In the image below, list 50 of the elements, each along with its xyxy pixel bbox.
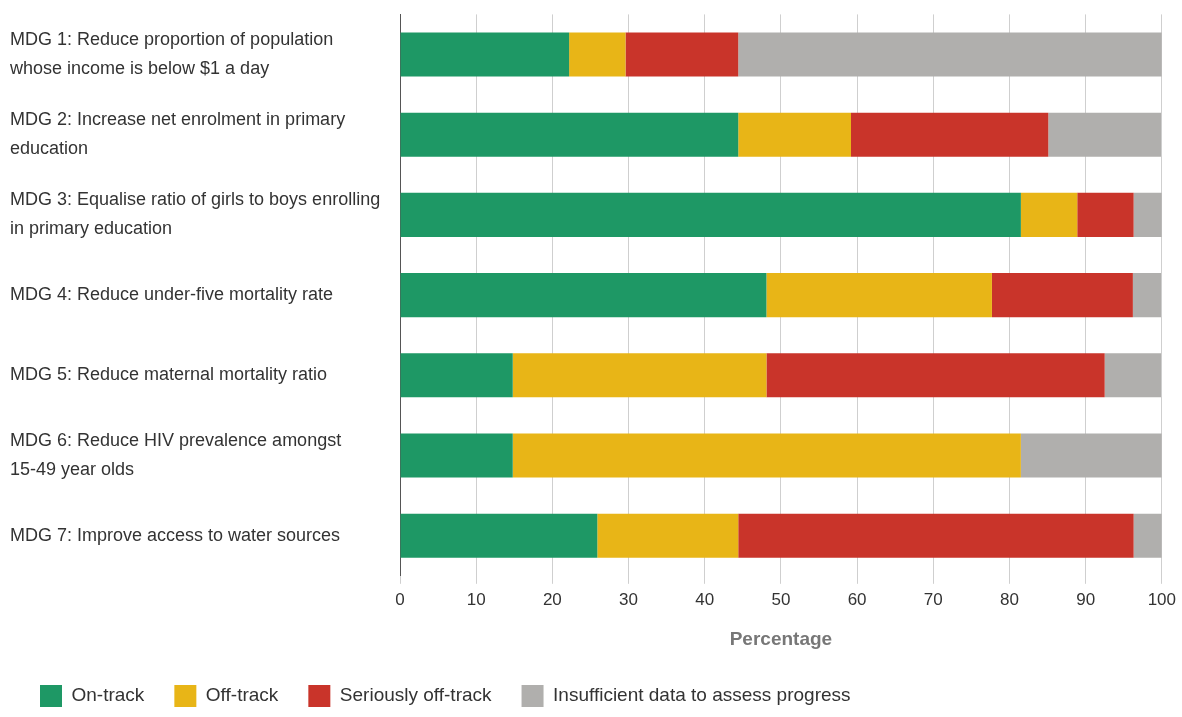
bar — [1133, 192, 1162, 237]
y-tick-label: MDG 4: Reduce under-five mortality rate — [10, 284, 334, 305]
bar — [512, 433, 1021, 478]
bar — [1132, 273, 1162, 318]
legend-label: Seriously off-track — [339, 684, 493, 706]
bar — [512, 353, 767, 398]
bar — [400, 513, 598, 558]
y-tick-label: MDG 2: Increase net enrolment in primary education — [10, 109, 346, 159]
y-tick-label: MDG 5: Reduce maternal mortality ratio — [10, 364, 328, 385]
bar — [1133, 513, 1162, 558]
x-axis-title: Percentage — [729, 627, 833, 649]
bar — [1020, 192, 1078, 237]
x-tick-label: 80 — [999, 589, 1019, 609]
y-tick-label: MDG 6: Reduce HIV prevalence amongst 15-49 year olds — [10, 430, 342, 479]
x-tick-label: 30 — [619, 589, 639, 609]
x-tick-label: 10 — [466, 589, 486, 609]
bar — [400, 112, 739, 157]
bar — [991, 273, 1133, 318]
legend-label: Insufficient data to assess progress — [553, 684, 851, 706]
bar — [766, 273, 992, 318]
bar — [400, 353, 513, 398]
x-tick-label: 90 — [1076, 589, 1096, 609]
x-tick-label: 60 — [847, 589, 867, 609]
x-tick-label: 40 — [695, 589, 715, 609]
bar — [1077, 192, 1134, 237]
x-tick-label: 100 — [1147, 589, 1177, 609]
bar — [1104, 353, 1162, 398]
x-tick-label: 50 — [771, 589, 791, 609]
bar — [400, 32, 570, 77]
x-tick-label: 0 — [395, 589, 405, 609]
legend-label: On-track — [71, 684, 145, 706]
y-tick-label: MDG 1: Reduce proportion of population whose income is below $1 a day — [9, 29, 334, 78]
x-tick-label: 70 — [923, 589, 943, 609]
legend-label: Off-track — [205, 684, 279, 706]
bar — [597, 513, 739, 558]
bar — [738, 32, 1162, 77]
bar — [625, 32, 739, 77]
bar — [1048, 112, 1162, 157]
y-tick-label: MDG 3: Equalise ratio of girls to boys enrolling in primary education — [10, 189, 381, 239]
y-tick-label: MDG 7: Improve access to water sources — [10, 524, 341, 545]
x-tick-label: 20 — [542, 589, 562, 609]
bar — [400, 273, 767, 318]
bar — [400, 433, 513, 478]
bar — [1020, 433, 1162, 478]
bar — [766, 353, 1105, 398]
bar — [851, 112, 1049, 157]
bar — [738, 112, 851, 157]
bar — [569, 32, 626, 77]
bar — [738, 513, 1134, 558]
bar — [400, 192, 1021, 237]
